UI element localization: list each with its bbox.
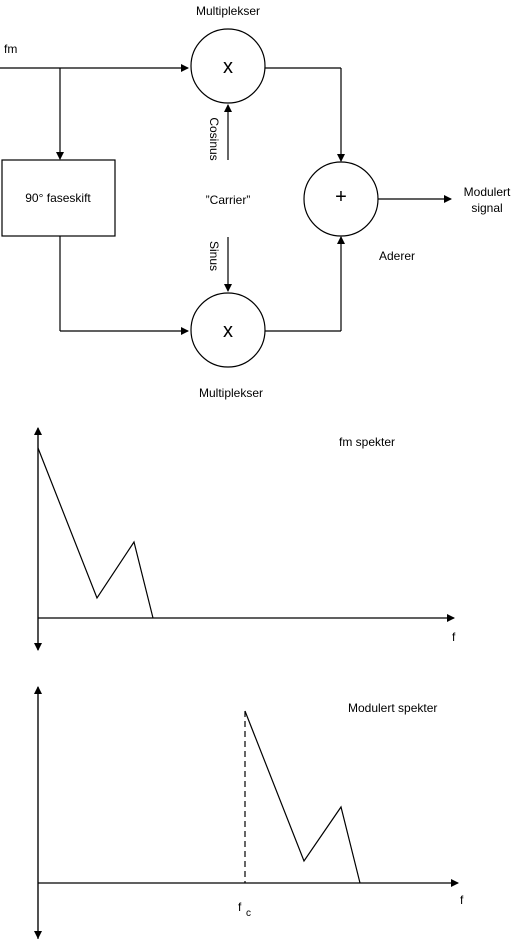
adder-label: Aderer	[379, 249, 415, 263]
top-multiplier-circle	[190, 28, 266, 104]
bottom-multiplier-circle	[190, 292, 266, 368]
modulated-spectrum-curve	[244, 710, 361, 884]
output-label-line2: signal	[471, 201, 502, 215]
bottom-multiplier-symbol: x	[223, 320, 233, 342]
fc-label: f	[238, 900, 242, 914]
top-multiplier-symbol: x	[223, 56, 233, 78]
fm-axis-label: f	[452, 630, 456, 644]
mod-axis-label: f	[460, 893, 464, 907]
carrier-label: ”Carrier”	[206, 193, 251, 207]
fc-subscript: c	[246, 908, 251, 919]
phase-shift-label: 90° faseskift	[25, 191, 91, 205]
top-multiplier-label: Multiplekser	[196, 4, 260, 18]
phase-shift-box	[1, 159, 116, 237]
modulated-spectrum-title: Modulert spekter	[348, 701, 437, 715]
output-label-line1: Modulert	[464, 185, 511, 199]
adder-symbol: +	[335, 186, 347, 208]
fm-spectrum-curve	[37, 447, 154, 619]
bottom-multiplier-label: Multiplekser	[199, 386, 263, 400]
input-label: fm	[4, 42, 17, 56]
fm-spectrum-title: fm spekter	[339, 435, 395, 449]
sine-label: Sinus	[207, 241, 221, 271]
cosine-label: Cosinus	[207, 117, 221, 160]
